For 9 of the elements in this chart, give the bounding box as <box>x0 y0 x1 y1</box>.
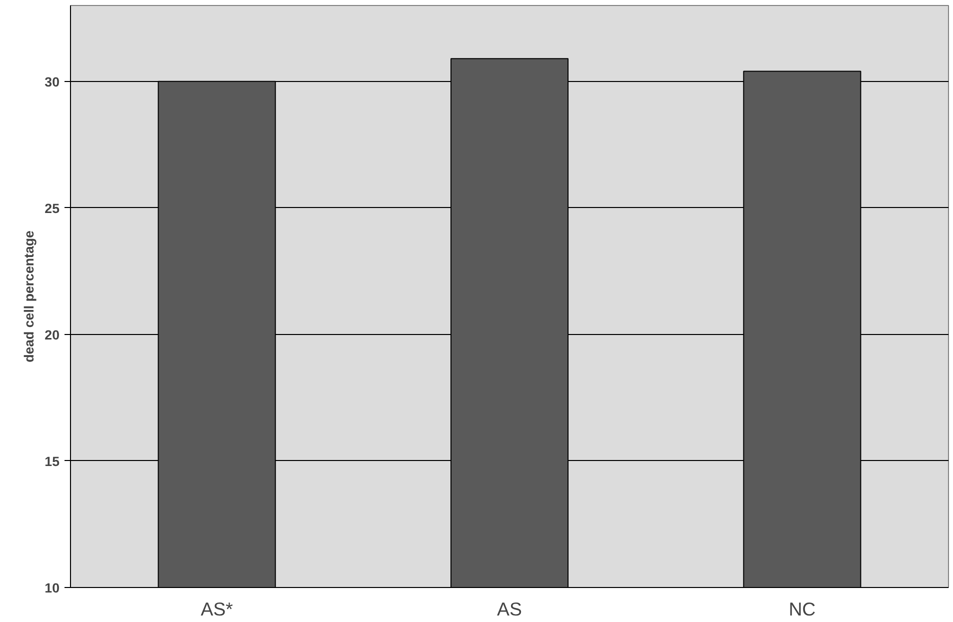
y-tick-label: 30 <box>44 74 60 90</box>
x-tick-label: AS* <box>200 598 233 620</box>
y-tick-label: 20 <box>44 327 60 342</box>
y-tick-label: 25 <box>44 200 60 216</box>
y-axis-title: dead cell percentage <box>22 230 37 362</box>
x-tick-label: NC <box>788 598 816 620</box>
y-tick-label: 15 <box>44 454 60 469</box>
y-tick-label: 10 <box>44 580 60 596</box>
x-tick-label: AS <box>497 598 522 620</box>
